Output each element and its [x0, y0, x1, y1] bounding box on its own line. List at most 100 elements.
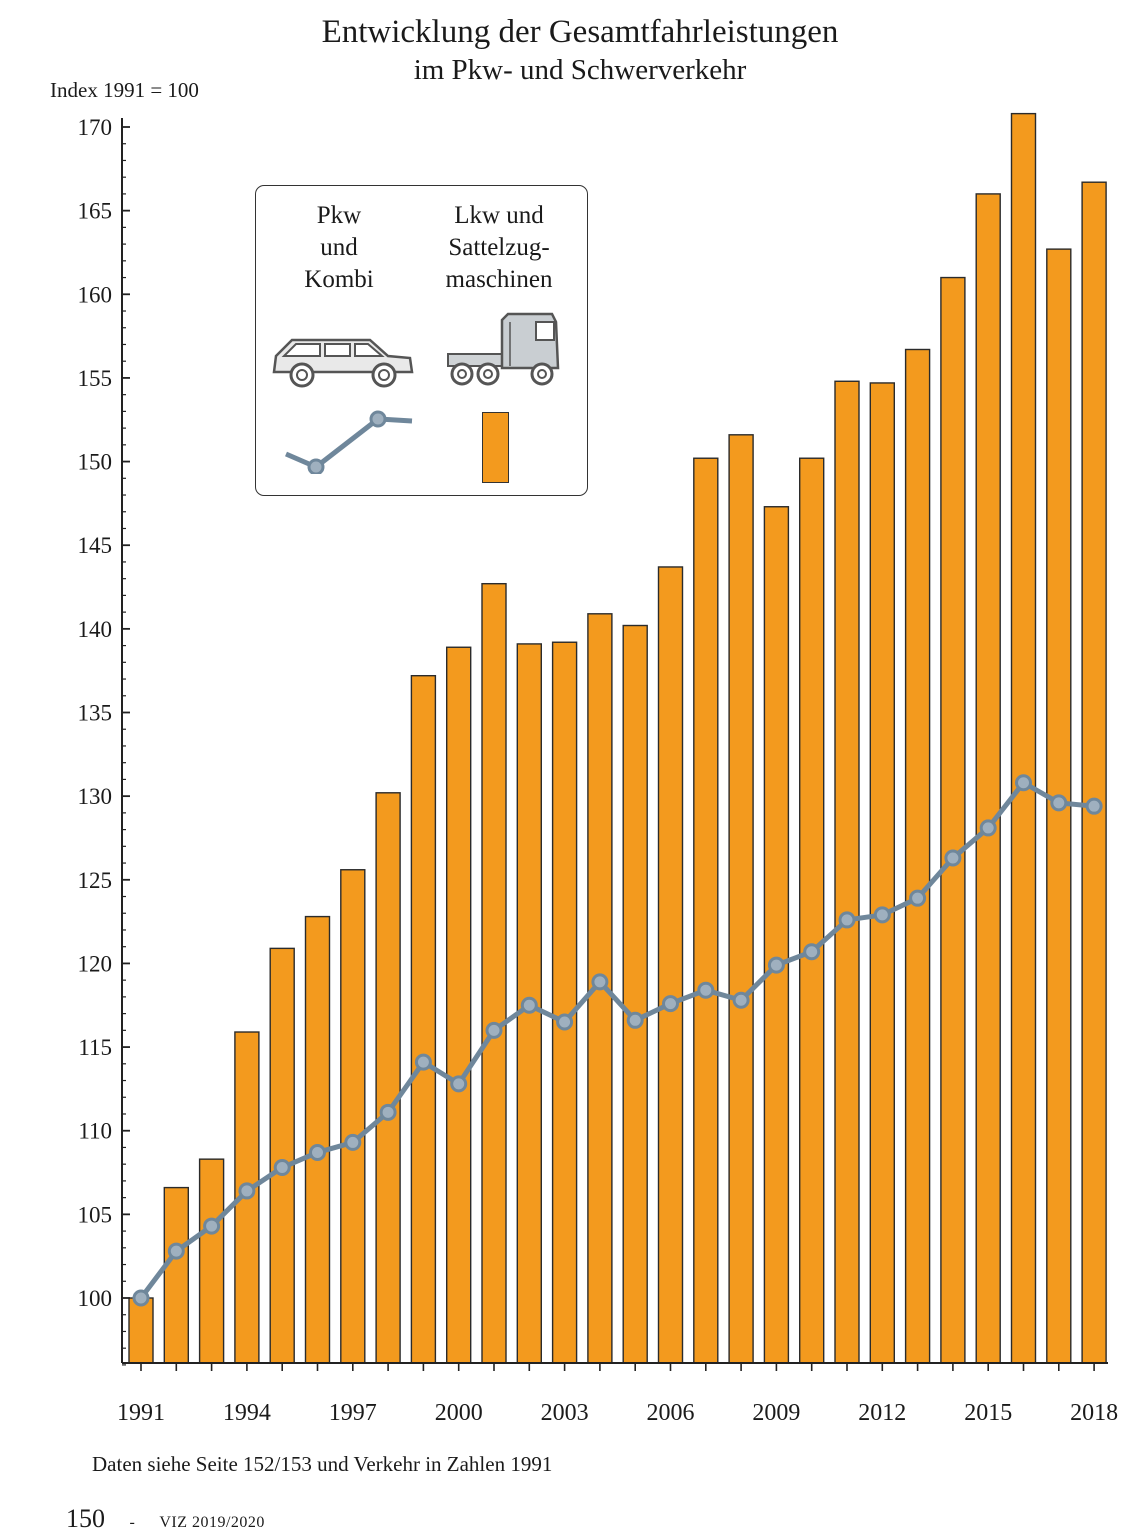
- x-tick-label-2009: 2009: [752, 1400, 800, 1426]
- point-pkw-2013: [909, 889, 927, 907]
- y-tick-label-115: 115: [78, 1035, 112, 1060]
- bar-1998: [375, 792, 401, 1364]
- point-pkw-2017: [1050, 794, 1068, 812]
- point-pkw-2004: [591, 973, 609, 991]
- bar-2018: [1081, 181, 1107, 1364]
- bar-1993: [198, 1158, 225, 1364]
- y-tick-label-140: 140: [78, 617, 113, 642]
- x-tick-label-2003: 2003: [541, 1400, 589, 1426]
- bar-2009: [763, 506, 790, 1364]
- point-pkw-1992: [167, 1242, 185, 1260]
- bar-2006: [657, 566, 684, 1364]
- x-tick-label-1991: 1991: [117, 1400, 165, 1426]
- point-pkw-2003: [556, 1013, 574, 1031]
- y-tick-label-155: 155: [78, 366, 113, 391]
- point-pkw-2012: [873, 906, 891, 924]
- y-tick-label-110: 110: [78, 1119, 112, 1144]
- legend-lkw-line-3: maschinen: [445, 266, 553, 293]
- bar-1991: [128, 1297, 154, 1364]
- x-tick-label-2015: 2015: [964, 1400, 1012, 1426]
- point-pkw-1993: [203, 1217, 221, 1235]
- point-pkw-1996: [309, 1143, 326, 1161]
- legend-lkw-line-2: Sattelzug-: [448, 234, 550, 261]
- bar-2016: [1010, 112, 1037, 1364]
- legend: Pkw und Kombi Lkw und Sattelzug- maschin…: [255, 185, 588, 496]
- truck-icon: [447, 312, 560, 386]
- y-tick-label-160: 160: [78, 282, 113, 307]
- bar-2011: [834, 380, 860, 1364]
- publication-label: VIZ 2019/2020: [159, 1514, 265, 1531]
- y-tick-label-130: 130: [78, 784, 113, 809]
- line-series: [132, 774, 1103, 1307]
- point-pkw-2014: [944, 849, 962, 867]
- point-pkw-2011: [838, 911, 856, 929]
- legend-pkw-line-3: Kombi: [304, 266, 374, 293]
- point-pkw-2001: [485, 1021, 503, 1039]
- point-pkw-2015: [979, 819, 997, 837]
- x-tick-label-1997: 1997: [329, 1400, 377, 1426]
- y-tick-label-170: 170: [78, 115, 113, 140]
- bar-1999: [410, 674, 437, 1364]
- point-pkw-1995: [273, 1159, 291, 1177]
- bar-2008: [728, 434, 754, 1364]
- point-pkw-2002: [520, 996, 538, 1014]
- x-tick-label-1994: 1994: [223, 1400, 271, 1426]
- bar-2015: [975, 193, 1001, 1364]
- y-tick-label-100: 100: [78, 1286, 113, 1311]
- bar-1996: [304, 915, 331, 1364]
- legend-line-swatch: [285, 410, 413, 474]
- footnote: Daten siehe Seite 152/153 und Verkehr in…: [92, 1452, 553, 1476]
- x-tick-label-2018: 2018: [1070, 1400, 1118, 1426]
- bar-1992: [163, 1186, 190, 1364]
- y-tick-label-120: 120: [78, 951, 113, 976]
- point-pkw-2008: [732, 991, 750, 1009]
- point-pkw-2005: [626, 1011, 644, 1029]
- legend-pkw-line-1: Pkw: [316, 202, 362, 229]
- bar-2001: [481, 582, 507, 1364]
- y-tick-label-105: 105: [78, 1202, 113, 1227]
- axes: 100 105 110 115 120 125 130 135 140 145 150 155 160 1…: [78, 115, 1119, 1426]
- y-tick-label-150: 150: [78, 450, 113, 475]
- y-tick-label-165: 165: [78, 199, 113, 224]
- x-tick-label-2012: 2012: [858, 1400, 906, 1426]
- point-pkw-1994: [238, 1182, 256, 1200]
- bar-2003: [551, 641, 578, 1364]
- point-pkw-2007: [697, 981, 715, 999]
- legend-label-pkw: Pkw und Kombi: [274, 200, 404, 296]
- page-number: 150: [66, 1504, 105, 1533]
- point-pkw-2010: [803, 943, 821, 961]
- point-pkw-1998: [379, 1103, 397, 1121]
- y-tick-label-125: 125: [78, 868, 113, 893]
- page-footer: 150 - VIZ 2019/2020: [66, 1504, 265, 1534]
- x-tick-label-2006: 2006: [647, 1400, 695, 1426]
- point-pkw-1991: [132, 1289, 150, 1307]
- legend-bar-swatch: [482, 412, 509, 483]
- point-pkw-2016: [1015, 774, 1032, 792]
- chart-subtitle: im Pkw- und Schwerverkehr: [413, 54, 747, 86]
- point-pkw-2000: [450, 1075, 468, 1093]
- page-separator: -: [129, 1514, 135, 1531]
- bar-2013: [904, 348, 931, 1364]
- point-pkw-1999: [414, 1053, 432, 1071]
- bar-2012: [869, 382, 895, 1364]
- y-axis-label: Index 1991 = 100: [50, 78, 199, 102]
- car-icon: [272, 338, 414, 388]
- point-pkw-2018: [1085, 797, 1103, 815]
- bar-1997: [340, 869, 366, 1364]
- legend-pkw-line-2: und: [320, 234, 358, 261]
- bar-2000: [446, 646, 472, 1364]
- bar-2010: [799, 457, 825, 1364]
- bar-2014: [940, 276, 966, 1364]
- chart-title: Entwicklung der Gesamtfahrleistungen: [321, 14, 839, 50]
- bar-2005: [622, 624, 648, 1364]
- x-tick-label-2000: 2000: [435, 1400, 483, 1426]
- y-tick-label-145: 145: [78, 533, 113, 558]
- legend-lkw-line-1: Lkw und: [454, 202, 544, 229]
- bar-1995: [269, 947, 295, 1364]
- legend-label-lkw: Lkw und Sattelzug- maschinen: [424, 200, 574, 296]
- bar-2007: [693, 457, 719, 1364]
- point-pkw-2006: [662, 995, 679, 1013]
- y-tick-label-135: 135: [78, 701, 113, 726]
